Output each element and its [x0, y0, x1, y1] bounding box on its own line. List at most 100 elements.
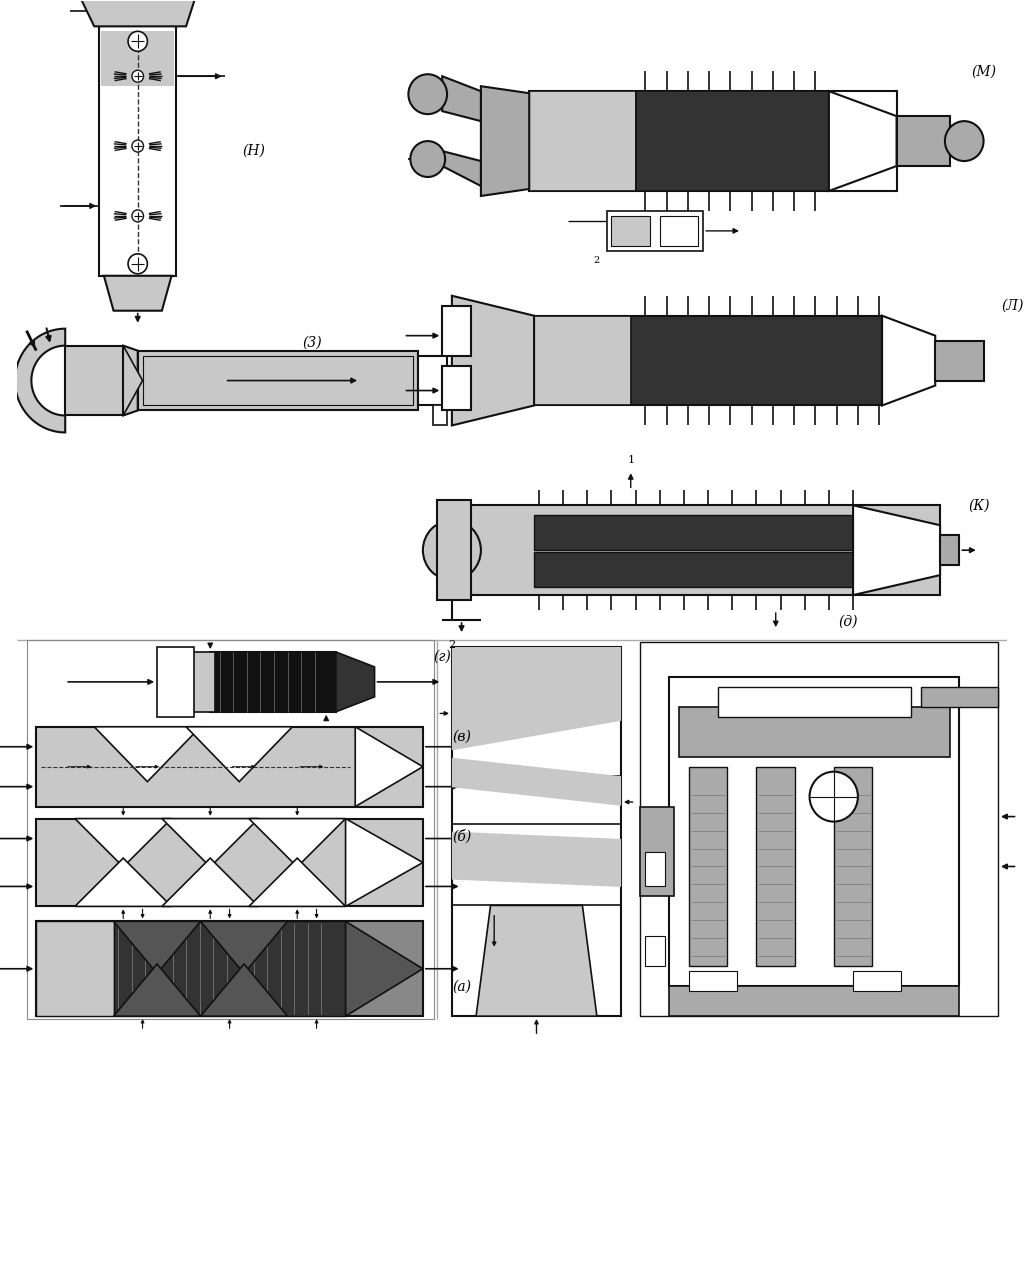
Polygon shape [345, 921, 423, 1016]
Text: (д): (д) [839, 615, 858, 629]
Text: (б): (б) [452, 830, 471, 844]
Bar [645, 936, 665, 966]
Bar [935, 340, 984, 381]
Bar [535, 316, 631, 406]
Polygon shape [75, 858, 172, 907]
Polygon shape [15, 329, 66, 433]
Bar [679, 707, 949, 756]
Bar [190, 651, 215, 712]
Text: (в): (в) [453, 730, 471, 744]
Bar [897, 116, 949, 166]
Bar [418, 355, 447, 406]
Bar [535, 515, 853, 550]
Text: (г): (г) [433, 650, 452, 664]
Polygon shape [201, 964, 288, 1016]
Bar [142, 355, 414, 406]
Polygon shape [476, 906, 597, 1016]
Circle shape [810, 772, 858, 821]
Circle shape [409, 75, 447, 114]
Text: (Л): (Л) [1001, 299, 1024, 312]
Bar [437, 500, 471, 600]
Polygon shape [853, 505, 940, 595]
Polygon shape [114, 921, 201, 974]
Polygon shape [828, 91, 897, 191]
Bar [36, 818, 423, 907]
Circle shape [945, 121, 984, 161]
Polygon shape [162, 858, 258, 907]
Bar [529, 91, 636, 191]
Polygon shape [114, 964, 201, 1016]
Polygon shape [355, 727, 423, 807]
Bar [99, 27, 176, 276]
Circle shape [132, 210, 143, 221]
Polygon shape [249, 818, 345, 867]
Bar [452, 646, 622, 1016]
Bar [659, 216, 698, 245]
Text: (M): (M) [971, 65, 996, 78]
Bar [442, 366, 471, 410]
Circle shape [132, 140, 143, 152]
Bar [834, 767, 872, 966]
Text: (H): (H) [243, 144, 265, 158]
Bar [670, 987, 959, 1016]
Text: 1: 1 [627, 455, 634, 466]
Text: 2: 2 [449, 640, 456, 650]
Polygon shape [452, 296, 535, 425]
Bar [640, 641, 998, 1016]
Circle shape [411, 142, 445, 177]
Polygon shape [94, 727, 201, 782]
Circle shape [132, 71, 143, 82]
Bar [36, 921, 423, 1016]
Bar [611, 216, 650, 245]
Text: (а): (а) [452, 979, 471, 993]
Bar [689, 972, 737, 992]
Bar [466, 505, 940, 595]
Bar [636, 91, 828, 191]
Bar [718, 687, 911, 717]
Bar [114, 921, 345, 1016]
Polygon shape [452, 831, 622, 887]
Polygon shape [123, 345, 142, 415]
Bar [529, 91, 897, 191]
Bar [66, 345, 123, 415]
Polygon shape [80, 0, 196, 27]
Circle shape [128, 254, 147, 273]
Bar [157, 646, 194, 717]
Polygon shape [442, 151, 481, 186]
Polygon shape [882, 316, 935, 406]
Polygon shape [162, 818, 258, 867]
Bar [940, 535, 959, 565]
Polygon shape [481, 86, 529, 196]
Bar [853, 972, 901, 992]
Circle shape [423, 520, 481, 581]
Bar [670, 677, 959, 987]
Bar [640, 807, 674, 897]
Bar [442, 306, 471, 355]
Bar [27, 640, 434, 1020]
Bar [210, 651, 336, 712]
Text: 2: 2 [594, 257, 600, 266]
Polygon shape [123, 345, 137, 415]
Bar [432, 406, 447, 425]
Bar [606, 211, 703, 250]
Text: (3): (3) [302, 335, 322, 349]
Polygon shape [452, 758, 622, 806]
Polygon shape [249, 858, 345, 907]
Bar [101, 32, 174, 86]
Polygon shape [442, 76, 481, 121]
Bar [36, 921, 114, 1016]
Polygon shape [75, 818, 172, 867]
Bar [535, 553, 853, 587]
Polygon shape [186, 727, 293, 782]
Polygon shape [336, 651, 375, 712]
Polygon shape [452, 646, 622, 750]
Bar [757, 767, 795, 966]
Polygon shape [201, 921, 288, 974]
Bar [137, 350, 418, 410]
Bar [36, 727, 423, 807]
Bar [921, 687, 998, 707]
Polygon shape [103, 276, 172, 311]
Circle shape [128, 32, 147, 52]
Bar [645, 851, 665, 887]
Bar [535, 316, 882, 406]
